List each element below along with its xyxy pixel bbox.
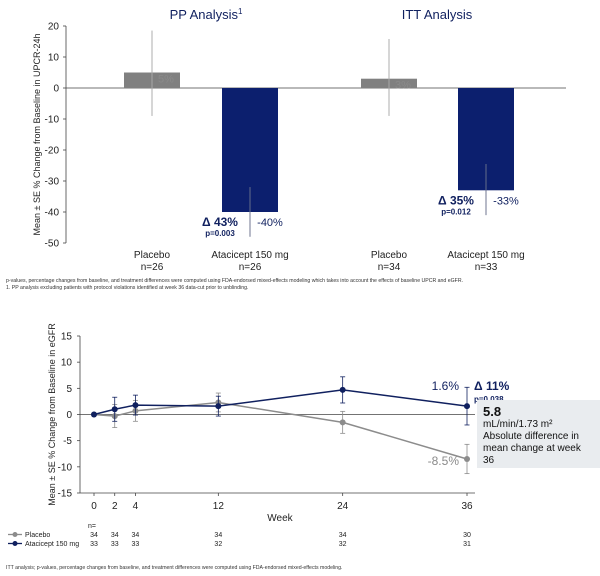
bar-category-label: Placebo [371, 250, 408, 261]
n-table-cell: 34 [132, 532, 140, 539]
bar-value-label: -40% [257, 217, 283, 229]
bar-value-label: -33% [493, 195, 519, 207]
line-y-tick-label: 15 [61, 332, 73, 343]
legend-label: Atacicept 150 mg [25, 541, 79, 548]
line-x-tick-label: 12 [213, 501, 225, 512]
bar-y-tick-label: -10 [45, 115, 60, 126]
n-table-cell: 30 [463, 532, 471, 539]
bar-n-label: n=34 [378, 262, 401, 273]
bar-y-tick-label: -30 [45, 177, 60, 188]
line-y-tick-label: 10 [61, 358, 73, 369]
footnote-methods: p-values, percentage changes from baseli… [6, 278, 464, 284]
line-x-tick-label: 36 [461, 501, 473, 512]
line-x-tick-label: 2 [112, 501, 118, 512]
series-point [132, 402, 139, 409]
bar-n-label: n=26 [239, 262, 262, 273]
line-x-tick-label: 24 [337, 501, 349, 512]
bar-n-label: n=33 [475, 262, 498, 273]
bar-delta-label: Δ 43% [202, 215, 238, 229]
legend-marker [12, 532, 18, 537]
line-x-tick-label: 4 [133, 501, 139, 512]
line-y-tick-label: 5 [66, 384, 72, 395]
bar-category-label: Atacicept 150 mg [447, 250, 524, 261]
bar-y-tick-label: 0 [53, 84, 59, 95]
legend-marker [12, 541, 18, 546]
series-point [339, 419, 346, 426]
n-table-cell: 34 [90, 532, 98, 539]
n-table-cell: 33 [111, 541, 119, 548]
bar-category-label: Placebo [134, 250, 171, 261]
bar-y-tick-label: -20 [45, 146, 60, 157]
line-end-label-placebo: -8.5% [428, 454, 460, 468]
n-table-header: n= [88, 523, 96, 530]
bar-y-tick-label: 20 [48, 22, 60, 33]
line-y-tick-label: 0 [66, 410, 72, 421]
n-table-cell: 33 [90, 541, 98, 548]
line-x-axis-label: Week [267, 513, 293, 524]
legend-label: Placebo [25, 532, 50, 539]
series-point [91, 411, 97, 418]
bar-n-label: n=26 [141, 262, 164, 273]
bar-group-title: PP Analysis1 [170, 7, 243, 22]
egfr-difference-callout: 5.8 mL/min/1.73 m² Absolute difference i… [477, 400, 600, 468]
n-table-cell: 33 [132, 541, 140, 548]
footnote-pp: 1. PP analysis excluding patients with p… [6, 285, 249, 291]
bar-value-label: 5% [158, 74, 174, 86]
series-point [215, 403, 222, 410]
bar-group-title-sup: 1 [238, 7, 243, 16]
series-point [464, 455, 470, 462]
n-table-cell: 32 [214, 541, 222, 548]
bar-delta-label: Δ 35% [438, 193, 474, 207]
n-table-cell: 31 [463, 541, 471, 548]
bar-group-title: ITT Analysis [402, 7, 473, 22]
line-y-tick-label: -5 [63, 436, 72, 447]
bar-y-tick-label: 10 [48, 53, 60, 64]
series-point [339, 386, 346, 393]
n-table-cell: 34 [111, 532, 119, 539]
line-delta-label: Δ 11% [474, 379, 510, 393]
bar-p-label: p=0.003 [205, 229, 235, 238]
line-x-tick-label: 0 [91, 501, 97, 512]
line-y-tick-label: -10 [58, 462, 73, 473]
series-line [93, 389, 468, 416]
bar-y-tick-label: -40 [45, 208, 60, 219]
n-table-cell: 34 [214, 532, 222, 539]
callout-description: Absolute difference in mean change at we… [483, 431, 581, 466]
line-p-label: p=0.038 [474, 395, 504, 404]
footnote-itt: ITT analysis; p-values, percentage chang… [6, 565, 343, 571]
bar-p-label: p=0.012 [441, 207, 471, 216]
series-line [93, 401, 468, 460]
series-point [464, 403, 470, 410]
bar-y-tick-label: -50 [45, 239, 60, 250]
line-y-tick-label: -15 [58, 489, 73, 500]
line-y-axis-label: Mean ± SE % Change from Baseline in eGFR [47, 323, 57, 506]
series-point [111, 406, 118, 413]
n-table-cell: 32 [339, 541, 347, 548]
callout-value: 5.8 [483, 404, 502, 419]
line-end-label-atacicept: 1.6% [432, 379, 460, 393]
bar-category-label: Atacicept 150 mg [211, 250, 288, 261]
bar-value-label: 3% [395, 80, 411, 92]
n-table-cell: 34 [339, 532, 347, 539]
callout-unit: mL/min/1.73 m² [483, 419, 553, 430]
bar-y-axis-label: Mean ± SE % Change from Baseline in UPCR… [32, 33, 42, 235]
